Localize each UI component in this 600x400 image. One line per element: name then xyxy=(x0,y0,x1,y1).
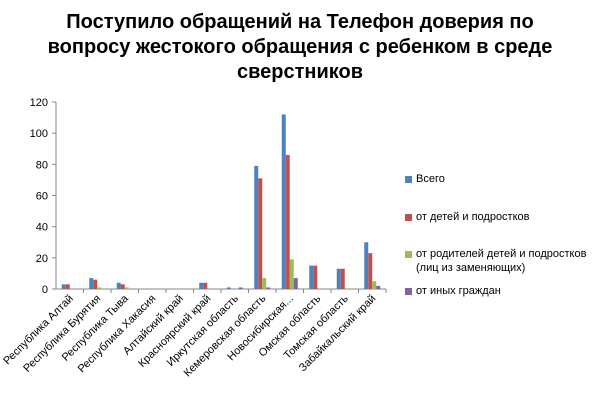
y-tick-label: 20 xyxy=(36,253,48,265)
bar-2-12 xyxy=(368,253,373,289)
legend-swatch xyxy=(405,214,412,221)
bar-3-3 xyxy=(124,287,129,289)
bar-1-2 xyxy=(89,278,94,289)
bar-2-2 xyxy=(93,279,98,289)
y-tick-label: 0 xyxy=(42,284,48,296)
bar-2-1 xyxy=(65,284,70,289)
bar-1-7 xyxy=(226,287,231,289)
y-tick-label: 80 xyxy=(36,159,48,171)
bar-2-8 xyxy=(258,178,263,289)
legend-label: Всего xyxy=(416,173,445,185)
bar-1-8 xyxy=(254,165,259,289)
bar-4-9 xyxy=(293,278,298,289)
legend-label: от иных граждан xyxy=(416,285,501,297)
bar-3-8 xyxy=(262,278,267,289)
bar-3-2 xyxy=(97,287,102,289)
bar-2-3 xyxy=(120,284,125,289)
legend-item: от родителей детей и подростков (лиц из … xyxy=(405,247,600,275)
y-tick-label: 40 xyxy=(36,222,48,234)
legend-item: Всего xyxy=(405,172,445,186)
legend-swatch xyxy=(405,288,412,295)
bar-2-10 xyxy=(313,265,318,289)
y-tick-label: 60 xyxy=(36,191,48,203)
bar-1-9 xyxy=(281,114,286,289)
bar-4-12 xyxy=(376,285,381,289)
bar-3-9 xyxy=(289,259,294,289)
legend-swatch xyxy=(405,251,412,258)
bar-1-1 xyxy=(61,284,66,289)
chart-title: Поступило обращений на Телефон доверия п… xyxy=(47,11,553,83)
legend-item: от детей и подростков xyxy=(405,210,530,224)
bar-2-9 xyxy=(285,154,290,289)
legend-swatch xyxy=(405,176,412,183)
bar-1-6 xyxy=(199,282,204,289)
bar-4-7 xyxy=(238,287,243,289)
bar-1-11 xyxy=(336,268,341,289)
legend-label: от детей и подростков xyxy=(416,211,530,223)
bar-2-11 xyxy=(340,268,345,289)
y-tick-label: 100 xyxy=(30,128,48,140)
legend-item: от иных граждан xyxy=(405,284,501,298)
bar-3-12 xyxy=(372,281,377,289)
bar-1-12 xyxy=(364,242,369,289)
legend-label: от родителей детей и подростков (лиц из … xyxy=(416,248,587,274)
bar-1-3 xyxy=(116,282,121,289)
bar-2-6 xyxy=(203,282,208,289)
bar-1-10 xyxy=(309,265,314,289)
bar-4-8 xyxy=(266,287,271,289)
y-tick-label: 120 xyxy=(30,97,48,109)
